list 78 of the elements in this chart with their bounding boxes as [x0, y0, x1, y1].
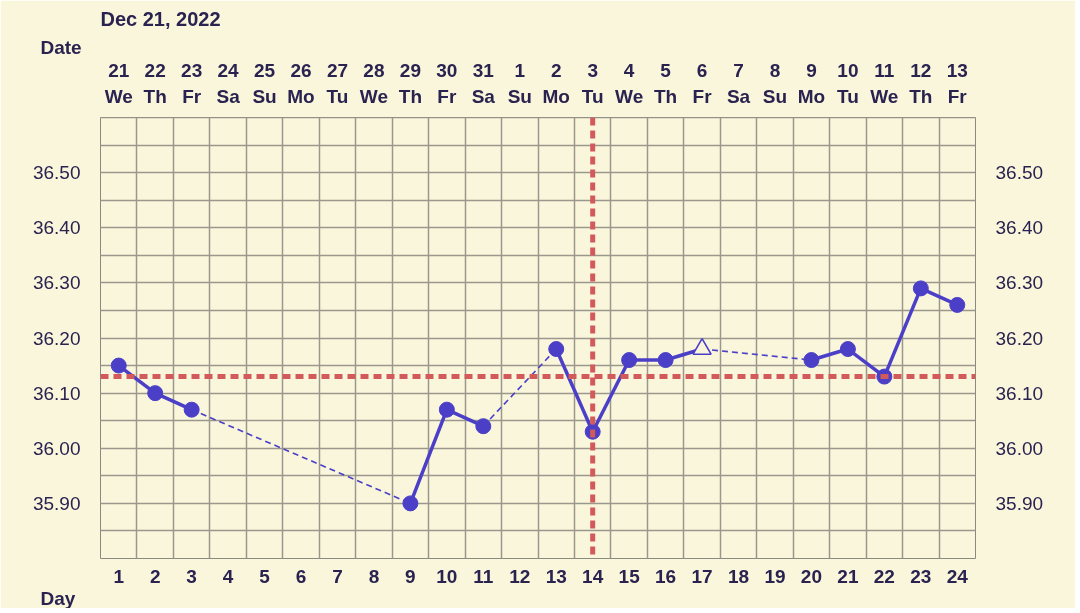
point — [475, 418, 492, 435]
x-tick-label: 14 — [582, 565, 604, 587]
x2-tick-label: 26 Mo — [287, 60, 315, 107]
y-tick-label: 36.40 — [32, 217, 81, 239]
x-tick-label: 22 — [873, 565, 895, 587]
point — [803, 352, 820, 369]
x-tick-label: 23 — [910, 565, 932, 587]
x-tick-label: 1 — [113, 565, 125, 587]
x2-tick-label: 13 Fr — [946, 60, 968, 107]
x2-tick-label: 6 Fr — [692, 60, 713, 107]
point — [110, 357, 127, 374]
x-tick-label: 20 — [800, 565, 823, 587]
x-tick-label: 21 — [837, 565, 859, 587]
x-tick-label: 8 — [368, 565, 380, 587]
x2-axis-title: Date — [40, 36, 82, 58]
x2-tick-label: 8 Su — [762, 60, 788, 107]
x2-tick-label: 22 Th — [143, 60, 167, 107]
y2-tick-label: 36.30 — [995, 272, 1044, 294]
x2-tick-label: 11 We — [870, 60, 899, 107]
y2-tick-label: 36.40 — [995, 217, 1044, 239]
x-tick-label: 17 — [691, 565, 713, 587]
x-tick-label: 5 — [259, 565, 271, 587]
x2-tick-label: 1 Su — [507, 60, 532, 107]
x2-tick-label: 10 Tu — [836, 60, 859, 107]
chart-title: Dec 21, 2022 — [100, 7, 221, 30]
x-tick-label: 12 — [509, 565, 531, 587]
x-tick-label: 24 — [946, 565, 969, 587]
y2-tick-label: 35.90 — [995, 492, 1044, 514]
x-tick-label: 15 — [618, 565, 641, 587]
y2-tick-label: 36.00 — [995, 437, 1044, 459]
x2-tick-label: 25 Su — [252, 60, 277, 107]
x2-tick-label: 28 We — [359, 60, 389, 107]
point — [402, 495, 419, 512]
x2-tick-label: 23 Fr — [181, 60, 203, 107]
x-tick-label: 6 — [295, 565, 307, 587]
point — [183, 401, 200, 418]
x-tick-label: 2 — [149, 565, 161, 587]
y-tick-label: 36.10 — [32, 382, 81, 404]
x-tick-label: 9 — [405, 565, 416, 587]
x2-tick-label: 3 Tu — [581, 60, 604, 107]
point — [949, 296, 966, 313]
x2-tick-label: 7 Sa — [726, 60, 751, 107]
point — [147, 385, 164, 402]
x-tick-label: 11 — [473, 565, 494, 587]
x-tick-label: 13 — [545, 565, 567, 587]
y2-tick-label: 36.20 — [995, 327, 1044, 349]
x2-tick-label: 31 Sa — [471, 60, 496, 107]
x2-tick-label: 12 Th — [909, 60, 933, 107]
x2-tick-label: 27 Tu — [326, 60, 349, 107]
y-tick-label: 36.30 — [32, 272, 81, 294]
point — [621, 352, 638, 369]
point — [912, 280, 929, 297]
y-tick-label: 36.00 — [32, 437, 81, 459]
x2-tick-label: 5 Th — [654, 60, 678, 107]
x-tick-label: 16 — [655, 565, 677, 587]
x-tick-label: 10 — [436, 565, 458, 587]
x2-tick-label: 24 Sa — [216, 60, 241, 107]
x2-tick-label: 9 Mo — [797, 60, 826, 107]
y-tick-label: 36.20 — [32, 327, 81, 349]
y2-tick-label: 36.50 — [995, 162, 1044, 184]
point — [438, 401, 455, 418]
y2-tick-label: 36.10 — [995, 382, 1044, 404]
x2-tick-label: 2 Mo — [542, 60, 570, 107]
x-tick-label: 4 — [222, 565, 234, 587]
point — [657, 352, 674, 369]
x-tick-label: 3 — [186, 565, 197, 587]
x-tick-label: 7 — [332, 565, 343, 587]
y-tick-label: 35.90 — [32, 492, 81, 514]
point — [839, 341, 856, 358]
y-tick-label: 36.50 — [32, 162, 81, 184]
x-tick-label: 19 — [764, 565, 786, 587]
x2-tick-label: 21 We — [104, 60, 133, 107]
x2-tick-label: 30 Fr — [436, 60, 458, 107]
point — [548, 341, 565, 358]
x2-tick-label: 29 Th — [398, 60, 423, 107]
x2-tick-label: 4 We — [615, 60, 644, 107]
x-tick-label: 18 — [727, 565, 750, 587]
x-axis-title: Day — [40, 587, 76, 609]
